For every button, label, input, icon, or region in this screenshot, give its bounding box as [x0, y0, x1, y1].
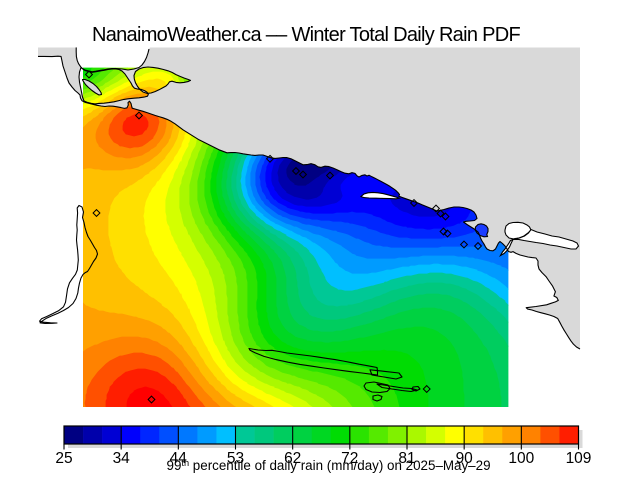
- svg-text:72: 72: [341, 450, 358, 467]
- svg-text:62: 62: [284, 450, 301, 467]
- svg-text:34: 34: [113, 450, 131, 467]
- svg-text:81: 81: [398, 450, 415, 467]
- svg-text:NanaimoWeather.ca –– Winter To: NanaimoWeather.ca –– Winter Total Daily …: [92, 24, 521, 46]
- svg-text:53: 53: [227, 450, 244, 467]
- svg-text:44: 44: [170, 450, 188, 467]
- svg-text:99th percentile of daily rain: 99th percentile of daily rain (mm/day) o…: [167, 458, 491, 473]
- svg-text:25: 25: [55, 450, 72, 467]
- svg-text:90: 90: [456, 450, 474, 467]
- svg-text:109: 109: [566, 450, 592, 467]
- svg-text:100: 100: [508, 450, 534, 467]
